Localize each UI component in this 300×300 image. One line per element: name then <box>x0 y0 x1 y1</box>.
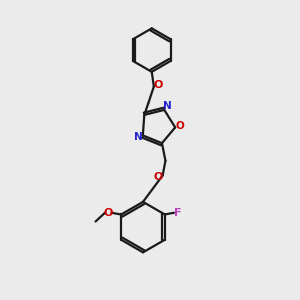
Text: O: O <box>104 208 113 218</box>
Text: O: O <box>153 172 162 182</box>
Text: O: O <box>153 80 163 90</box>
Text: N: N <box>134 132 143 142</box>
Text: O: O <box>176 121 184 131</box>
Text: F: F <box>174 208 182 218</box>
Text: N: N <box>163 101 172 111</box>
